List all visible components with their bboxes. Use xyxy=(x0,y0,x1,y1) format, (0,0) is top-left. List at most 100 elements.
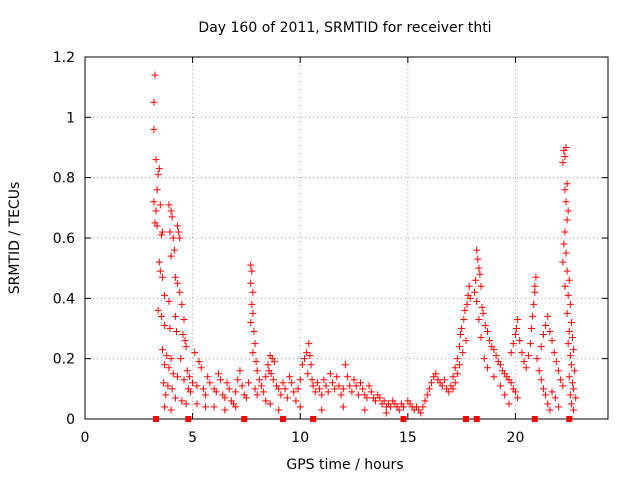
data-point xyxy=(352,382,360,390)
zero-value-marker xyxy=(462,416,469,422)
x-tick-label: 0 xyxy=(81,430,90,446)
data-point xyxy=(292,397,300,405)
data-point xyxy=(490,373,498,381)
data-point xyxy=(324,388,332,396)
data-point xyxy=(505,400,513,408)
data-point xyxy=(554,367,562,375)
data-point xyxy=(563,309,571,317)
data-point xyxy=(562,198,570,206)
data-point xyxy=(206,379,214,387)
data-point xyxy=(466,294,474,302)
data-point xyxy=(529,312,537,320)
data-point xyxy=(180,376,188,384)
data-point xyxy=(460,315,468,323)
data-point xyxy=(306,352,314,360)
data-point xyxy=(290,388,298,396)
data-point xyxy=(232,403,240,411)
data-point xyxy=(354,391,362,399)
data-point xyxy=(568,379,576,387)
zero-value-marker xyxy=(400,416,407,422)
data-point xyxy=(174,373,182,381)
data-point xyxy=(537,343,545,351)
data-point xyxy=(440,376,448,384)
data-point xyxy=(175,228,183,236)
data-point xyxy=(566,391,574,399)
data-point xyxy=(522,364,530,372)
x-tick-label: 10 xyxy=(291,430,309,446)
data-point xyxy=(400,403,408,411)
data-point xyxy=(565,276,573,284)
data-point xyxy=(477,282,485,290)
data-point xyxy=(513,325,521,332)
data-point xyxy=(531,282,539,290)
data-point xyxy=(331,385,339,393)
data-point xyxy=(520,358,528,366)
y-tick-label: 0.4 xyxy=(53,291,75,307)
data-point xyxy=(251,385,259,393)
data-point xyxy=(249,349,257,357)
data-point xyxy=(461,306,469,314)
data-point xyxy=(202,391,210,399)
data-point xyxy=(564,340,572,348)
data-point xyxy=(537,376,545,384)
data-point xyxy=(251,340,259,348)
data-point xyxy=(161,291,169,299)
data-point xyxy=(544,400,552,408)
data-point xyxy=(552,358,560,366)
data-point xyxy=(524,352,532,360)
data-point xyxy=(185,373,193,381)
data-point xyxy=(453,370,461,378)
data-point xyxy=(530,300,538,308)
data-point xyxy=(539,385,547,393)
data-point xyxy=(181,337,189,345)
data-point xyxy=(150,198,158,206)
data-point xyxy=(423,391,431,399)
data-point xyxy=(455,361,463,369)
x-tick-label: 20 xyxy=(507,430,525,446)
data-point xyxy=(178,300,186,308)
data-point xyxy=(156,201,164,209)
data-point xyxy=(150,125,158,133)
data-point xyxy=(318,391,326,399)
chart-title: Day 160 of 2011, SRMTID for receiver tht… xyxy=(198,20,491,36)
data-point xyxy=(217,376,225,384)
data-point xyxy=(238,382,246,390)
zero-value-marker xyxy=(473,416,480,422)
data-point xyxy=(176,234,184,242)
data-point xyxy=(518,349,526,357)
data-point xyxy=(322,382,330,390)
data-point xyxy=(457,331,465,339)
zero-value-markers xyxy=(153,416,573,422)
data-point xyxy=(428,379,436,387)
data-point xyxy=(193,382,201,390)
data-point xyxy=(168,385,176,393)
data-point xyxy=(285,373,293,381)
data-point xyxy=(183,367,191,375)
data-point xyxy=(509,340,517,348)
data-point xyxy=(301,355,309,363)
data-point xyxy=(151,71,159,79)
data-point xyxy=(160,379,168,387)
plot-frame xyxy=(84,56,609,420)
zero-value-marker xyxy=(241,416,248,422)
data-point xyxy=(171,312,179,320)
data-point xyxy=(279,379,287,387)
x-tick-labels: 0 5 10 15 20 xyxy=(81,430,525,446)
data-point xyxy=(563,216,571,224)
data-point xyxy=(152,156,160,164)
data-point xyxy=(197,364,205,372)
data-point xyxy=(490,346,498,354)
data-point xyxy=(346,382,354,390)
data-point xyxy=(158,228,166,236)
data-point xyxy=(533,355,541,363)
data-point xyxy=(158,346,166,354)
data-point xyxy=(566,352,574,360)
data-point xyxy=(277,391,285,399)
data-point xyxy=(165,297,173,305)
data-point xyxy=(507,349,515,357)
data-point xyxy=(165,201,173,209)
data-point xyxy=(496,382,504,390)
data-point xyxy=(252,358,260,366)
data-point xyxy=(169,370,177,378)
data-point xyxy=(155,258,163,266)
